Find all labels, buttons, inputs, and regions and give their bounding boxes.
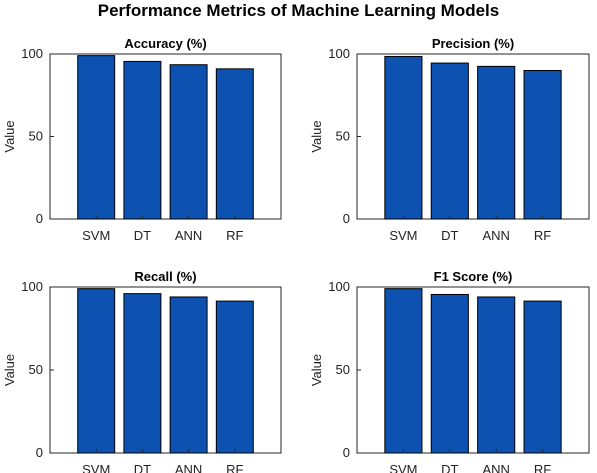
y-axis-label: Value — [2, 354, 17, 386]
bar-rf — [523, 300, 562, 454]
x-tick-label: RF — [534, 228, 551, 243]
y-axis-label: Value — [309, 120, 324, 152]
y-tick-label: 0 — [36, 445, 43, 460]
bar-ann — [477, 65, 516, 220]
subplot-2: Precision (%) 0 50 100 Value SVM DT ANN RF — [309, 36, 590, 243]
bar-svm — [384, 55, 423, 220]
subplot-title: Accuracy (%) — [124, 36, 206, 51]
bar-rf — [215, 68, 254, 220]
x-tick-label: RF — [534, 462, 551, 473]
subplot-1: Accuracy (%) 0 50 100 Value SVM DT ANN RF — [2, 36, 282, 243]
bar-ann — [169, 296, 208, 454]
x-tick-label: DT — [441, 228, 458, 243]
figure-title: Performance Metrics of Machine Learning … — [97, 1, 500, 20]
y-tick-label: 50 — [29, 129, 43, 144]
x-tick-label: DT — [441, 462, 458, 473]
x-tick-label: ANN — [175, 462, 202, 473]
bar-ann — [169, 64, 208, 220]
x-tick-label: RF — [226, 228, 243, 243]
x-tick-label: SVM — [389, 228, 417, 243]
bar-rf — [215, 300, 254, 454]
y-tick-label: 0 — [36, 211, 43, 226]
y-tick-label: 100 — [21, 46, 43, 61]
subplot-title: F1 Score (%) — [434, 269, 513, 284]
x-tick-label: SVM — [82, 462, 110, 473]
x-tick-label: DT — [134, 462, 151, 473]
y-axis-label: Value — [2, 120, 17, 152]
y-tick-label: 100 — [328, 46, 350, 61]
x-tick-label: ANN — [482, 228, 509, 243]
y-axis-label: Value — [309, 354, 324, 386]
bar-ann — [477, 296, 516, 454]
x-tick-label: DT — [134, 228, 151, 243]
bar-svm — [77, 288, 116, 454]
bar-dt — [430, 293, 469, 454]
x-tick-label: SVM — [82, 228, 110, 243]
x-tick-label: SVM — [389, 462, 417, 473]
bar-svm — [77, 55, 116, 220]
y-tick-label: 0 — [343, 445, 350, 460]
y-tick-label: 100 — [21, 279, 43, 294]
bar-dt — [123, 60, 162, 220]
y-tick-label: 50 — [29, 362, 43, 377]
y-tick-label: 50 — [336, 362, 350, 377]
y-tick-label: 100 — [328, 279, 350, 294]
x-tick-label: ANN — [482, 462, 509, 473]
subplot-title: Recall (%) — [134, 269, 196, 284]
x-tick-label: ANN — [175, 228, 202, 243]
bar-dt — [430, 62, 469, 220]
subplot-title: Precision (%) — [432, 36, 514, 51]
y-tick-label: 0 — [343, 211, 350, 226]
bar-svm — [384, 288, 423, 454]
bar-rf — [523, 70, 562, 220]
y-tick-label: 50 — [336, 129, 350, 144]
subplot-4: F1 Score (%) 0 50 100 Value SVM DT ANN RF — [309, 269, 590, 473]
bar-dt — [123, 293, 162, 454]
x-tick-label: RF — [226, 462, 243, 473]
subplot-3: Recall (%) 0 50 100 Value SVM DT ANN RF — [2, 269, 282, 473]
